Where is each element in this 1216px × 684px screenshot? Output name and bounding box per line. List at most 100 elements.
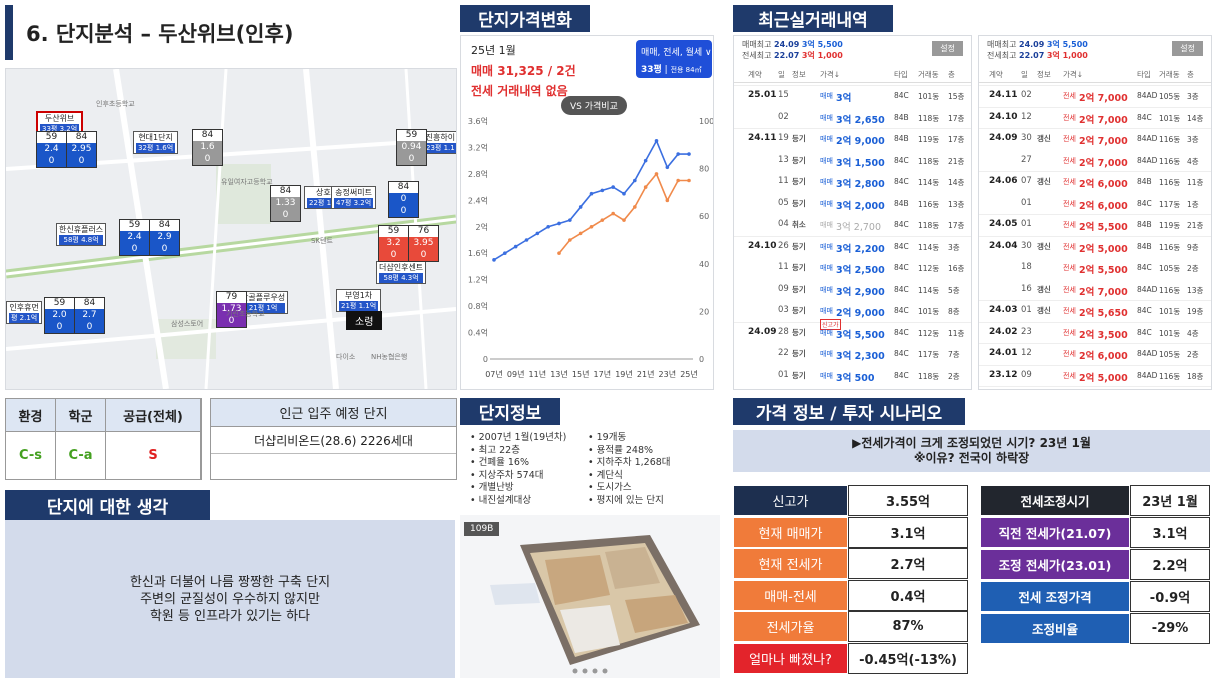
series-point xyxy=(676,178,680,183)
price-box: 59 2.0 0 xyxy=(44,297,75,334)
jeonse-summary: 전세 거래내역 없음 xyxy=(471,84,568,98)
scenario-right: 전세조정시기 23년 1월 직전 전세가(21.07) 3.1억 조정 전세가(23.0… xyxy=(980,485,1210,645)
row-day: 26 xyxy=(778,240,789,251)
row-day: 01 xyxy=(1021,305,1032,315)
compare-button[interactable]: VS 가격비교 xyxy=(561,96,627,115)
series-point xyxy=(568,218,572,222)
box-count: 0 xyxy=(37,155,66,167)
row-info: 등기 xyxy=(792,241,806,251)
row-dong: 116동 xyxy=(918,199,940,209)
row-floor: 13층 xyxy=(1187,285,1204,295)
series-point xyxy=(665,198,670,203)
price-box: 59 2.4 0 xyxy=(36,131,67,168)
box-count: 0 xyxy=(217,315,246,327)
price-box: 84 2.7 0 xyxy=(74,297,105,334)
x-tick-label: 15년 xyxy=(572,369,590,379)
box-count: 0 xyxy=(271,209,300,221)
plan-drawing xyxy=(490,535,700,674)
row-price: 2억 7,000 xyxy=(1079,286,1128,298)
row-info: 등기 xyxy=(792,306,806,315)
scenario-label: 얼마나 빠졌나? xyxy=(733,642,848,674)
series-point xyxy=(611,185,615,189)
map: 두산위브 33평 3.2억 현대1단지 32평 1.6억 진흥하이 23평 1.1 상호 22… xyxy=(5,68,457,390)
row-kind: 전세 xyxy=(1063,350,1076,358)
y-tick-label: 0 xyxy=(483,355,488,364)
row-kind: 매매 xyxy=(820,199,833,208)
box-size: 84 xyxy=(397,182,410,192)
marker-info: 58평 4.3억 xyxy=(379,273,424,283)
row-floor: 19층 xyxy=(1187,307,1204,316)
y-tick-label: 3.2억 xyxy=(468,142,488,152)
settings-button[interactable]: 설정 xyxy=(932,41,963,56)
row-type: 84B xyxy=(1137,220,1152,229)
marker-name: 두산위브 xyxy=(44,114,75,123)
row-day: 12 xyxy=(1021,348,1032,358)
row-price: 2억 6,000 xyxy=(1079,200,1128,212)
dot xyxy=(602,668,608,674)
box-price: 2.9 xyxy=(150,231,179,243)
upcoming-title: 인근 입주 예정 단지 xyxy=(211,399,456,427)
column-header: 일 xyxy=(778,70,785,79)
filter-button[interactable]: 매매, 전세, 월세 ∨ 33평 | 전용 84㎡ xyxy=(636,40,712,78)
place-label: 다이소 xyxy=(336,353,356,361)
column-header: 가격↓ xyxy=(820,70,841,79)
row-kind: 매매 xyxy=(820,221,833,229)
row-rule xyxy=(734,235,971,237)
place-label: 유일여자고등학교 xyxy=(221,178,273,186)
row-rule xyxy=(979,364,1211,366)
box-size: 84 xyxy=(75,132,88,142)
column-header: 정보 xyxy=(1037,70,1051,79)
row-floor: 21층 xyxy=(948,156,965,166)
chart: 0 0.4억 0.8억 1.2억 1.6억 2억 2.4억 2.8억 3.2억 3.6억 0 20 40… xyxy=(468,116,713,379)
row-kind: 전세 xyxy=(1063,178,1076,186)
info-item: • 2007년 1월(19년차) xyxy=(470,432,567,443)
row-rule xyxy=(979,128,1211,129)
row-type: 84C xyxy=(894,263,909,272)
map-marker: 진흥하이 23평 1.1 xyxy=(421,131,456,154)
row-dong: 114동 xyxy=(918,242,940,252)
y2-tick-label: 100건 xyxy=(699,116,713,126)
row-day: 30 xyxy=(1021,240,1032,251)
settings-button[interactable]: 설정 xyxy=(1172,41,1203,56)
row-floor: 14층 xyxy=(1187,113,1204,123)
row-dong: 116동 xyxy=(1159,371,1181,381)
marker-name: 송정써미트 xyxy=(335,188,372,197)
summary-date: 24.09 xyxy=(1019,40,1045,49)
row-date: 24.04 xyxy=(989,240,1018,251)
column-header: 가격↓ xyxy=(1063,70,1084,79)
row-type: 84C xyxy=(894,241,909,251)
scenario-label: 전세조정시기 xyxy=(980,485,1130,516)
x-tick-label: 19년 xyxy=(615,369,633,379)
row-type: 84C xyxy=(1137,112,1152,122)
rating-header: 공급(전체) xyxy=(106,399,201,432)
summary-label: 전세최고 xyxy=(742,51,772,60)
row-day: 23 xyxy=(1021,326,1032,337)
box-count: 0 xyxy=(193,153,222,165)
row-type: 84B xyxy=(894,198,909,208)
area: 전용 84㎡ xyxy=(670,66,702,74)
map-marker: 한신휴플러스 58평 4.8억 xyxy=(56,223,107,246)
scenario-label: 직전 전세가(21.07) xyxy=(980,517,1130,548)
row-dong: 116동 xyxy=(1159,285,1181,295)
row-kind: 매매 xyxy=(820,371,833,380)
summary-row: 전세최고 22.07 3억 1,000 xyxy=(742,50,843,61)
row-type: 84AD xyxy=(1137,155,1158,165)
x-tick-label: 07년 xyxy=(485,369,503,379)
box-count: 0 xyxy=(397,153,426,165)
row-floor: 11층 xyxy=(1187,178,1204,187)
box-count: 0 xyxy=(67,155,96,167)
box-price: 0.94 xyxy=(397,141,426,153)
row-kind: 전세 xyxy=(1063,307,1076,315)
row-kind: 전세 xyxy=(1063,221,1076,229)
y-tick-label: 1.2억 xyxy=(468,275,488,285)
x-tick-label: 21년 xyxy=(637,369,655,379)
summary-date: 22.07 xyxy=(1019,51,1045,60)
series-point xyxy=(687,152,691,156)
box-price: 1.6 xyxy=(193,141,222,153)
row-rule xyxy=(979,214,1211,215)
row-kind: 매매 xyxy=(820,328,833,337)
summary-label: 매매최고 xyxy=(987,40,1017,49)
row-dong: 116동 xyxy=(1159,178,1181,187)
filter-label: 매매, 전세, 월세 ∨ xyxy=(641,48,712,58)
series-point xyxy=(643,185,648,189)
